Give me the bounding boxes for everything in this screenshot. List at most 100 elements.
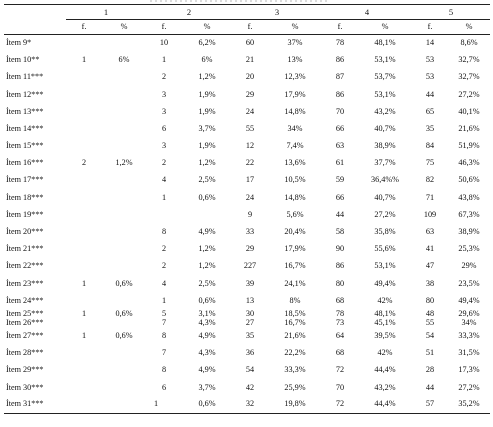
- f-cell-4: 61: [335, 158, 345, 168]
- percent-cell-2: 0,6%: [198, 295, 216, 305]
- percent-cell-4: 53,1%: [374, 89, 396, 99]
- percent-cell-3: 14,8%: [284, 192, 306, 202]
- item-label: İtem 19***: [6, 209, 44, 219]
- percent-cell-1: 1,2%: [115, 158, 133, 168]
- percent-cell-5: 25,3%: [458, 244, 480, 254]
- percent-cell-5: 23,5%: [458, 278, 480, 288]
- f-cell-4: 86: [335, 89, 345, 99]
- f-cell-1: [66, 345, 102, 362]
- percent-cell-2: 3,7%: [198, 382, 216, 392]
- item-label: İtem 17***: [6, 175, 44, 185]
- subheader-percent-3: %: [268, 19, 322, 35]
- percent-cell-5: 27,2%: [458, 89, 480, 99]
- percent-cell-5: 27,2%: [458, 382, 480, 392]
- table-row: İtem 9* 10 6,2% 60 37% 78 48,1% 14 8,6%: [4, 35, 490, 52]
- item-label: İtem 13***: [6, 106, 44, 116]
- item-label: İtem 30***: [6, 382, 44, 392]
- f-cell-2: 8: [161, 365, 167, 375]
- subheader-f-5: f.: [412, 19, 448, 35]
- table-row: İtem 16*** 2 1,2% 2 1,2% 22 13,6% 61 37,7% 75 46,3…: [4, 155, 490, 172]
- percent-cell-4: 49,4%: [374, 278, 396, 288]
- percent-cell-5: 17,3%: [458, 365, 480, 375]
- percent-cell-5: 32,7%: [458, 55, 480, 65]
- f-cell-1: [66, 241, 102, 258]
- table-row: İtem 31*** 1 0,6% 32 19,8% 72 44,4% 57 35,2%: [4, 396, 490, 414]
- percent-cell-2: 6%: [201, 55, 213, 65]
- percent-cell-2: 4,3%: [198, 318, 216, 328]
- f-cell-3: 54: [245, 365, 255, 375]
- f-cell-2: 5: [161, 309, 167, 318]
- f-cell-1: [66, 292, 102, 309]
- f-cell-4: 86: [335, 55, 345, 65]
- f-cell-1: 1: [81, 55, 87, 65]
- percent-cell-1: [102, 189, 146, 206]
- f-cell-2: 4: [161, 278, 167, 288]
- percent-cell-3: 14,8%: [284, 106, 306, 116]
- f-cell-4: 86: [335, 261, 345, 271]
- percent-cell-1: [102, 396, 146, 414]
- table-row: İtem 22*** 2 1,2% 227 16,7% 86 53,1% 47 29%: [4, 258, 490, 275]
- group-header-3: 3: [232, 4, 322, 20]
- table-row: İtem 25*** 1 0,6% 5 3,1% 30 18,5% 78 48,1% 48 29,6…: [4, 310, 490, 319]
- percent-cell-5: 29%: [461, 261, 477, 271]
- percent-cell-2: 1,2%: [198, 158, 216, 168]
- subheader-f-1: f.: [66, 19, 102, 35]
- percent-cell-4: 53,7%: [374, 72, 396, 82]
- item-label: İtem 21***: [6, 244, 44, 254]
- f-cell-5: 55: [425, 318, 435, 328]
- f-cell-3: 42: [245, 382, 255, 392]
- f-cell-2: 3: [161, 141, 167, 151]
- item-label: İtem 11***: [6, 72, 44, 82]
- item-label: İtem 31***: [4, 396, 66, 414]
- percent-cell-2: 4,9%: [198, 330, 216, 340]
- percent-cell-5: 50,6%: [458, 175, 480, 185]
- f-cell-2: 10: [159, 38, 169, 48]
- f-cell-5: 54: [425, 330, 435, 340]
- table-row: İtem 12*** 3 1,9% 29 17,9% 86 53,1% 44 27,2%: [4, 86, 490, 103]
- percent-cell-1: 0,6%: [115, 278, 133, 288]
- f-cell-2: 2: [161, 261, 167, 271]
- group-header-row: 1 2 3 4 5: [4, 4, 490, 20]
- percent-cell-2: 1,9%: [198, 89, 216, 99]
- percent-cell-2: [182, 206, 232, 223]
- percent-cell-1: [102, 35, 146, 52]
- table-row: İtem 26*** 7 4,3% 27 16,7% 73 45,1% 55 34%: [4, 319, 490, 328]
- item-label: İtem 20***: [6, 227, 44, 237]
- f-cell-5: 14: [425, 38, 435, 48]
- percent-cell-3: 25,9%: [284, 382, 306, 392]
- f-cell-5: 35: [425, 123, 435, 133]
- percent-cell-2: 3,1%: [198, 309, 216, 318]
- percent-cell-4: 43,2%: [374, 382, 396, 392]
- percent-cell-1: [102, 69, 146, 86]
- percent-cell-3: 16,7%: [284, 261, 306, 271]
- f-cell-1: 1: [81, 309, 87, 318]
- f-cell-5: 47: [425, 261, 435, 271]
- f-cell-2: 1: [161, 295, 167, 305]
- percent-cell-2: 1,2%: [198, 244, 216, 254]
- f-cell-2: 3: [161, 89, 167, 99]
- percent-cell-5: 33,3%: [458, 330, 480, 340]
- percent-cell-1: [102, 103, 146, 120]
- percent-cell-5: 31,5%: [458, 348, 480, 358]
- percent-cell-4: 43,2%: [374, 106, 396, 116]
- f-cell-2: 3: [161, 106, 167, 116]
- percent-cell-4: 39,5%: [374, 330, 396, 340]
- f-cell-5: 82: [425, 175, 435, 185]
- percent-cell-5: 46,3%: [458, 158, 480, 168]
- f-cell-5: 44: [425, 89, 435, 99]
- percent-cell-5: 32,7%: [458, 72, 480, 82]
- table-row: İtem 11*** 2 1,2% 20 12,3% 87 53,7% 53 32,7%: [4, 69, 490, 86]
- table-row: İtem 21*** 2 1,2% 29 17,9% 90 55,6% 41 25,3%: [4, 241, 490, 258]
- table-body: İtem 9* 10 6,2% 60 37% 78 48,1% 14 8,6% İtem 10**…: [4, 35, 490, 414]
- percent-cell-3: 18,5%: [284, 309, 306, 318]
- f-cell-3: 12: [245, 141, 255, 151]
- percent-cell-4: 44,4%: [358, 396, 412, 414]
- percent-cell-3: 22,2%: [284, 348, 306, 358]
- f-cell-1: [66, 379, 102, 396]
- f-cell-5: 75: [425, 158, 435, 168]
- f-cell-2: 8: [161, 330, 167, 340]
- f-cell-2: 2: [161, 244, 167, 254]
- item-label: İtem 15***: [6, 141, 44, 151]
- item-label: İtem 14***: [6, 123, 44, 133]
- f-cell-2: 7: [161, 348, 167, 358]
